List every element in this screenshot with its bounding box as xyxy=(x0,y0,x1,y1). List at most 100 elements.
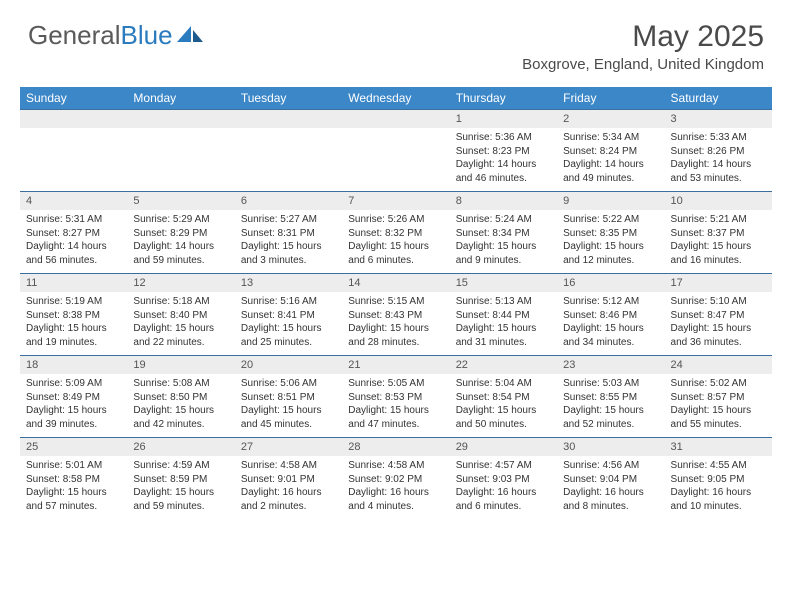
daylight-text: Daylight: 15 hours and 45 minutes. xyxy=(241,405,322,430)
page-header: GeneralBlue May 2025 Boxgrove, England, … xyxy=(0,0,792,81)
sunset-text: Sunset: 8:58 PM xyxy=(26,474,100,485)
daylight-text: Daylight: 14 hours and 49 minutes. xyxy=(563,159,644,184)
sunset-text: Sunset: 8:53 PM xyxy=(348,392,422,403)
day-number-cell: 21 xyxy=(342,356,449,375)
daylight-text: Daylight: 15 hours and 25 minutes. xyxy=(241,323,322,348)
day-header: Saturday xyxy=(665,87,772,110)
daylight-text: Daylight: 15 hours and 16 minutes. xyxy=(671,241,752,266)
daylight-text: Daylight: 16 hours and 10 minutes. xyxy=(671,487,752,512)
day-info-cell: Sunrise: 4:56 AMSunset: 9:04 PMDaylight:… xyxy=(557,456,664,519)
day-header-row: SundayMondayTuesdayWednesdayThursdayFrid… xyxy=(20,87,772,110)
daylight-text: Daylight: 14 hours and 53 minutes. xyxy=(671,159,752,184)
brand-part2: Blue xyxy=(121,20,173,51)
sunrise-text: Sunrise: 4:59 AM xyxy=(133,460,209,471)
daylight-text: Daylight: 15 hours and 34 minutes. xyxy=(563,323,644,348)
day-number-cell: 27 xyxy=(235,438,342,457)
sunrise-text: Sunrise: 5:15 AM xyxy=(348,296,424,307)
day-info-cell: Sunrise: 5:21 AMSunset: 8:37 PMDaylight:… xyxy=(665,210,772,274)
day-info-cell: Sunrise: 5:08 AMSunset: 8:50 PMDaylight:… xyxy=(127,374,234,438)
sunset-text: Sunset: 8:59 PM xyxy=(133,474,207,485)
daylight-text: Daylight: 15 hours and 36 minutes. xyxy=(671,323,752,348)
week-info-row: Sunrise: 5:01 AM Sunset: 8:58 PM Daylight:… xyxy=(20,456,772,519)
sunrise-text: Sunrise: 5:22 AM xyxy=(563,214,639,225)
day-header: Sunday xyxy=(20,87,127,110)
day-number-cell: 14 xyxy=(342,274,449,293)
daylight-text: Daylight: 16 hours and 2 minutes. xyxy=(241,487,322,512)
daylight-text: Daylight: 15 hours and 59 minutes. xyxy=(133,487,214,512)
sunset-text: Sunset: 8:31 PM xyxy=(241,228,315,239)
day-number-cell: 22 xyxy=(450,356,557,375)
day-info-cell: Sunrise: 5:09 AMSunset: 8:49 PMDaylight:… xyxy=(20,374,127,438)
day-info-cell: Sunrise: 5:12 AMSunset: 8:46 PMDaylight:… xyxy=(557,292,664,356)
day-info-cell: Sunrise: 5:22 AM Sunset: 8:35 PM Daylight:… xyxy=(557,210,664,274)
sunset-text: Sunset: 9:04 PM xyxy=(563,474,637,485)
day-info-cell: Sunrise: 5:15 AMSunset: 8:43 PMDaylight:… xyxy=(342,292,449,356)
sunrise-text: Sunrise: 4:56 AM xyxy=(563,460,639,471)
sunset-text: Sunset: 8:29 PM xyxy=(133,228,207,239)
sunset-text: Sunset: 8:35 PM xyxy=(563,228,637,239)
daylight-text: Daylight: 15 hours and 19 minutes. xyxy=(26,323,107,348)
sunrise-text: Sunrise: 5:26 AM xyxy=(348,214,424,225)
sunrise-text: Sunrise: 5:29 AM xyxy=(133,214,209,225)
day-info-cell: Sunrise: 5:31 AMSunset: 8:27 PMDaylight:… xyxy=(20,210,127,274)
brand-sail-icon xyxy=(177,20,203,51)
day-number-cell: 1 xyxy=(450,110,557,129)
week-daynum-row: 11121314151617 xyxy=(20,274,772,293)
page-title: May 2025 xyxy=(522,20,764,54)
sunset-text: Sunset: 8:55 PM xyxy=(563,392,637,403)
sunset-text: Sunset: 8:27 PM xyxy=(26,228,100,239)
day-info-cell: Sunrise: 5:05 AMSunset: 8:53 PMDaylight:… xyxy=(342,374,449,438)
day-header: Wednesday xyxy=(342,87,449,110)
sunset-text: Sunset: 8:38 PM xyxy=(26,310,100,321)
sunrise-text: Sunrise: 5:36 AM xyxy=(456,132,532,143)
sunrise-text: Sunrise: 5:02 AM xyxy=(671,378,747,389)
day-number-cell: 31 xyxy=(665,438,772,457)
week-daynum-row: 123 xyxy=(20,110,772,129)
day-header: Monday xyxy=(127,87,234,110)
day-info-cell: Sunrise: 4:55 AMSunset: 9:05 PMDaylight:… xyxy=(665,456,772,519)
day-info-cell: Sunrise: 5:16 AM Sunset: 8:41 PM Daylight:… xyxy=(235,292,342,356)
day-info-cell: Sunrise: 5:26 AMSunset: 8:32 PMDaylight:… xyxy=(342,210,449,274)
day-number-cell: 5 xyxy=(127,192,234,211)
daylight-text: Daylight: 15 hours and 52 minutes. xyxy=(563,405,644,430)
day-number-cell xyxy=(235,110,342,129)
day-info-cell: Sunrise: 5:04 AMSunset: 8:54 PMDaylight:… xyxy=(450,374,557,438)
daylight-text: Daylight: 15 hours and 50 minutes. xyxy=(456,405,537,430)
day-number-cell: 3 xyxy=(665,110,772,129)
sunrise-text: Sunrise: 5:01 AM xyxy=(26,460,102,471)
day-number-cell: 4 xyxy=(20,192,127,211)
sunset-text: Sunset: 8:41 PM xyxy=(241,310,315,321)
sunrise-text: Sunrise: 5:08 AM xyxy=(133,378,209,389)
sunset-text: Sunset: 8:54 PM xyxy=(456,392,530,403)
day-header: Tuesday xyxy=(235,87,342,110)
week-info-row: Sunrise: 5:31 AMSunset: 8:27 PMDaylight:… xyxy=(20,210,772,274)
sunrise-text: Sunrise: 5:06 AM xyxy=(241,378,317,389)
day-info-cell xyxy=(20,128,127,192)
day-header: Thursday xyxy=(450,87,557,110)
day-info-cell: Sunrise: 5:13 AMSunset: 8:44 PMDaylight:… xyxy=(450,292,557,356)
day-info-cell: Sunrise: 5:06 AM Sunset: 8:51 PM Daylight:… xyxy=(235,374,342,438)
calendar-table: SundayMondayTuesdayWednesdayThursdayFrid… xyxy=(20,87,772,519)
daylight-text: Daylight: 15 hours and 9 minutes. xyxy=(456,241,537,266)
day-info-cell: Sunrise: 5:33 AMSunset: 8:26 PMDaylight:… xyxy=(665,128,772,192)
daylight-text: Daylight: 15 hours and 12 minutes. xyxy=(563,241,644,266)
sunset-text: Sunset: 8:47 PM xyxy=(671,310,745,321)
day-info-cell: Sunrise: 5:27 AMSunset: 8:31 PMDaylight:… xyxy=(235,210,342,274)
sunset-text: Sunset: 8:51 PM xyxy=(241,392,315,403)
day-number-cell: 23 xyxy=(557,356,664,375)
week-info-row: Sunrise: 5:09 AMSunset: 8:49 PMDaylight:… xyxy=(20,374,772,438)
week-daynum-row: 45678910 xyxy=(20,192,772,211)
day-info-cell: Sunrise: 5:29 AMSunset: 8:29 PMDaylight:… xyxy=(127,210,234,274)
daylight-text: Daylight: 15 hours and 6 minutes. xyxy=(348,241,429,266)
sunset-text: Sunset: 9:02 PM xyxy=(348,474,422,485)
day-number-cell: 2 xyxy=(557,110,664,129)
sunrise-text: Sunrise: 4:58 AM xyxy=(241,460,317,471)
sunrise-text: Sunrise: 5:16 AM xyxy=(241,296,317,307)
day-number-cell: 6 xyxy=(235,192,342,211)
sunrise-text: Sunrise: 5:12 AM xyxy=(563,296,639,307)
day-info-cell: Sunrise: 5:01 AMSunset: 8:58 PMDaylight:… xyxy=(20,456,127,519)
sunrise-text: Sunrise: 5:09 AM xyxy=(26,378,102,389)
sunrise-text: Sunrise: 5:13 AM xyxy=(456,296,532,307)
brand-logo: GeneralBlue xyxy=(28,20,203,51)
day-number-cell: 17 xyxy=(665,274,772,293)
